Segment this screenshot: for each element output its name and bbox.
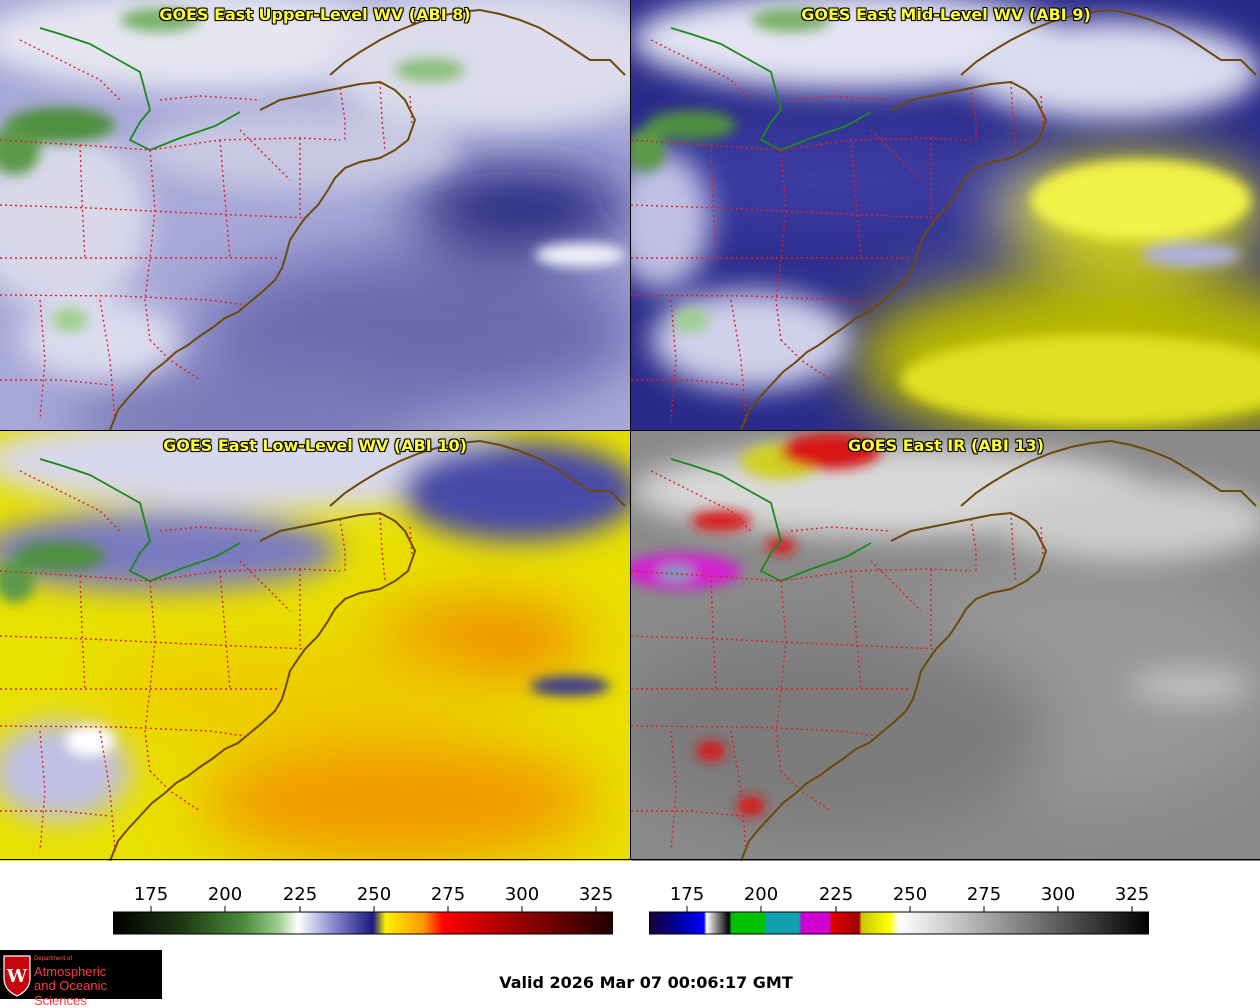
svg-text:W: W <box>6 966 28 987</box>
colorbar-ir: 175 200 225 250 275 300 325 <box>649 880 1149 940</box>
colorbar-wv: 175 200 225 250 275 300 325 <box>113 880 613 940</box>
logo-dept-text: Department of <box>34 956 73 962</box>
logo-line1-text: Atmospheric <box>34 964 107 979</box>
wv-tick-label: 250 <box>357 884 391 905</box>
panel-title-mid: GOES East Mid-Level WV (ABI 9) <box>801 5 1091 24</box>
valid-time-text: Valid 2026 Mar 07 00:06:17 GMT <box>499 973 793 992</box>
panel-low-level-wv: GOES East Low-Level WV (ABI 10) <box>0 431 630 861</box>
panel-divider-horizontal <box>0 430 1260 431</box>
ir-tick-label: 300 <box>1041 884 1075 905</box>
ir-tick-label: 175 <box>670 884 704 905</box>
panel-ir: GOES East IR (ABI 13) <box>631 431 1260 861</box>
upper-level-wv-image <box>0 0 630 430</box>
panel-title-low: GOES East Low-Level WV (ABI 10) <box>163 436 467 455</box>
wv-tick-label: 200 <box>208 884 242 905</box>
ir-tick-label: 200 <box>744 884 778 905</box>
wv-tick-label: 275 <box>431 884 465 905</box>
ir-tick-label: 325 <box>1115 884 1149 905</box>
low-level-wv-image <box>0 431 630 861</box>
wv-tick-label: 300 <box>505 884 539 905</box>
panel-mid-level-wv: GOES East Mid-Level WV (ABI 9) <box>631 0 1260 430</box>
wv-tick-label: 325 <box>579 884 613 905</box>
uw-crest-icon: W <box>3 955 31 997</box>
panel-divider-bottom <box>0 859 1260 860</box>
ir-tick-label: 225 <box>819 884 853 905</box>
aos-logo[interactable]: W Department of Atmospheric and Oceanic … <box>0 950 162 1008</box>
ir-tick-label: 250 <box>893 884 927 905</box>
wv-tick-label: 225 <box>283 884 317 905</box>
panel-upper-level-wv: GOES East Upper-Level WV (ABI 8) <box>0 0 630 430</box>
ir-tick-label: 275 <box>967 884 1001 905</box>
panel-title-ir: GOES East IR (ABI 13) <box>847 436 1045 455</box>
ir-image <box>631 431 1260 861</box>
panel-title-upper: GOES East Upper-Level WV (ABI 8) <box>159 5 471 24</box>
mid-level-wv-image <box>631 0 1260 430</box>
wv-tick-label: 175 <box>134 884 168 905</box>
